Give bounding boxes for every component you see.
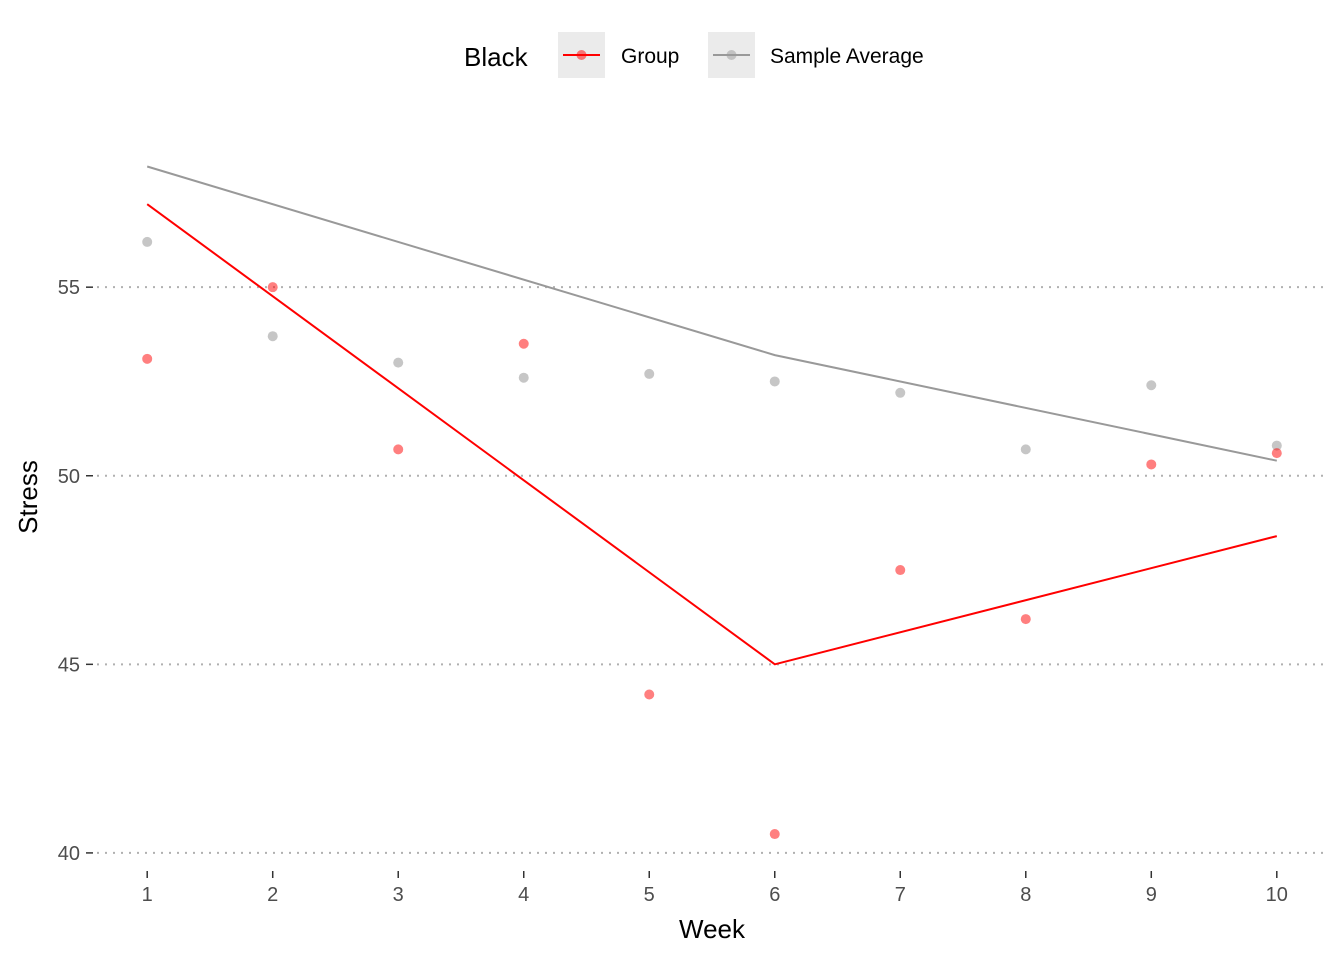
sample-average-point-week-5 [644, 368, 655, 379]
sample-average-point-week-7 [895, 387, 906, 398]
sample-average-point-week-3 [393, 357, 404, 368]
group-point-week-2 [267, 282, 278, 293]
legend: Black Group Sample Average [464, 32, 924, 78]
x-axis: 1 2 3 4 5 6 7 8 9 10 [142, 871, 1288, 906]
x-tick-label-5: 5 [644, 884, 655, 906]
x-tick-label-8: 8 [1020, 884, 1031, 906]
sample-average-point-week-8 [1020, 444, 1031, 455]
x-tick-label-2: 2 [267, 884, 278, 906]
legend-label-sample-average: Sample Average [770, 45, 924, 68]
group-point-week-3 [393, 444, 404, 455]
group-point-week-9 [1146, 459, 1157, 470]
group-point-week-10 [1271, 448, 1282, 459]
y-tick-label-55: 55 [58, 277, 80, 299]
group-point-week-6 [769, 829, 780, 840]
x-tick-label-1: 1 [142, 884, 153, 906]
y-tick-label-40: 40 [58, 843, 80, 865]
y-axis-title: Stress [13, 460, 43, 534]
y-tick-label-50: 50 [58, 466, 80, 488]
legend-key-sample-average-point [726, 50, 737, 60]
x-tick-label-4: 4 [518, 884, 529, 906]
x-tick-label-7: 7 [895, 884, 906, 906]
sample-average-point-week-4 [518, 372, 529, 383]
series-sample-average [142, 236, 1282, 455]
x-axis-title: Week [679, 914, 746, 944]
legend-label-group: Group [621, 45, 679, 68]
sample-average-point-week-1 [142, 236, 153, 247]
series-group [142, 282, 1282, 840]
sample-average-line [146, 165, 1278, 462]
x-tick-label-10: 10 [1266, 884, 1288, 906]
group-point-week-5 [644, 689, 655, 700]
group-line [146, 203, 1278, 666]
sample-average-point-week-6 [769, 376, 780, 387]
group-point-week-4 [518, 338, 529, 349]
group-point-week-7 [895, 565, 906, 576]
x-tick-label-9: 9 [1146, 884, 1157, 906]
sample-average-point-week-9 [1146, 380, 1157, 391]
sample-average-point-week-10 [1271, 440, 1282, 451]
y-tick-label-45: 45 [58, 654, 80, 676]
legend-title: Black [464, 42, 529, 72]
x-tick-label-3: 3 [393, 884, 404, 906]
y-axis: 40 45 50 55 [58, 277, 93, 865]
legend-key-group-point [576, 50, 587, 60]
series-layer [142, 165, 1282, 840]
gridlines [97, 286, 1327, 854]
x-tick-label-6: 6 [769, 884, 780, 906]
group-point-week-8 [1020, 614, 1031, 625]
group-point-week-1 [142, 353, 153, 364]
sample-average-point-week-2 [267, 331, 278, 342]
